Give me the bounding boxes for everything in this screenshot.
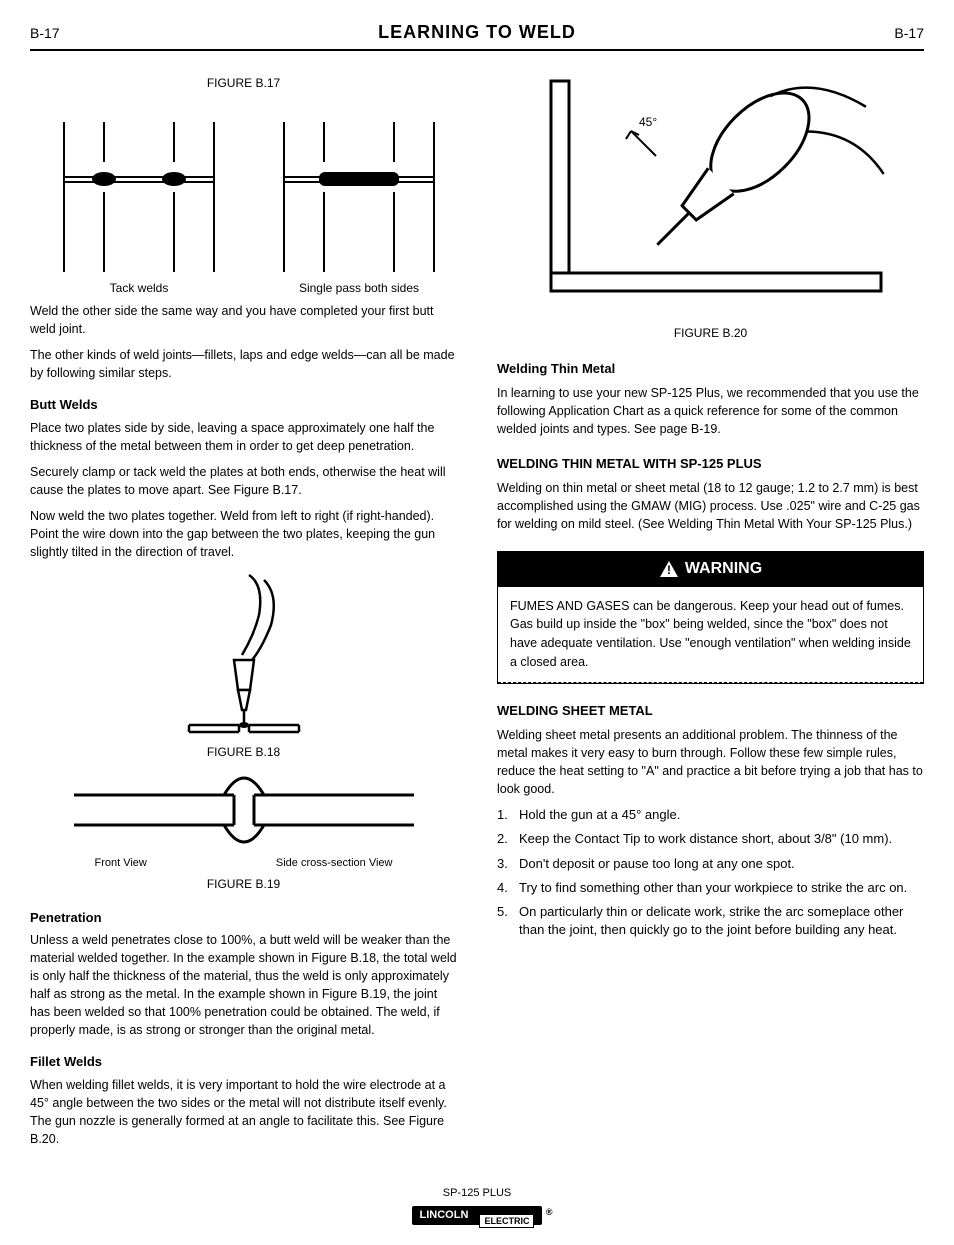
fig17-wrap: Tack welds Single pass both sides — [30, 102, 457, 302]
step-item: 2. Keep the Contact Tip to work distance… — [497, 830, 924, 848]
fig19-labels: Front View Side cross-section View — [30, 856, 457, 871]
step-text: Hold the gun at a 45° angle. — [519, 806, 924, 824]
warning-header: ! WARNING — [498, 552, 923, 586]
page-number-left: B-17 — [30, 24, 60, 44]
fig19-diagram — [54, 770, 434, 860]
fig19-wrap — [30, 770, 457, 860]
steps-list: 1. Hold the gun at a 45° angle. 2. Keep … — [497, 806, 924, 945]
p-other-joints: The other kinds of weld joints—fillets, … — [30, 346, 457, 382]
fig17-caption: FIGURE B.17 — [30, 75, 457, 92]
penetration-title: Penetration — [30, 909, 457, 927]
fig20-caption: FIGURE B.20 — [497, 325, 924, 342]
warning-box: ! WARNING FUMES AND GASES can be dangero… — [497, 551, 924, 683]
thin-metal-title: Welding Thin Metal — [497, 360, 924, 378]
warning-label: WARNING — [685, 558, 762, 580]
page-header: B-17 LEARNING TO WELD B-17 — [30, 20, 924, 51]
butt-p1: Place two plates side by side, leaving a… — [30, 419, 457, 455]
logo-bottom: ELECTRIC — [479, 1214, 534, 1229]
step-num: 3. — [497, 855, 519, 873]
page-footer: SP-125 PLUS LINCOLN ELECTRIC ® — [30, 1186, 924, 1225]
thin125-p: Welding on thin metal or sheet metal (18… — [497, 479, 924, 533]
fig19-side-label: Side cross-section View — [276, 856, 393, 871]
fillet-p: When welding fillet welds, it is very im… — [30, 1076, 457, 1149]
fig18-wrap — [30, 570, 457, 740]
step-text: Don't deposit or pause too long at any o… — [519, 855, 924, 873]
logo-top: LINCOLN — [420, 1209, 469, 1221]
thin-p1: In learning to use your new SP-125 Plus,… — [497, 384, 924, 438]
step-num: 1. — [497, 806, 519, 824]
fig18-diagram — [174, 570, 314, 740]
step-num: 5. — [497, 903, 519, 939]
step-num: 2. — [497, 830, 519, 848]
fig17-single-label: Single pass both sides — [298, 281, 418, 295]
lincoln-logo: LINCOLN ELECTRIC ® — [412, 1206, 543, 1225]
fig19-front-label: Front View — [95, 856, 147, 871]
p-weld-other-side: Weld the other side the same way and you… — [30, 302, 457, 338]
fig20-diagram: 45° — [521, 71, 901, 321]
fig17-diagram: Tack welds Single pass both sides — [34, 102, 454, 302]
step-text: Keep the Contact Tip to work distance sh… — [519, 830, 924, 848]
fig20-angle-label: 45° — [639, 115, 657, 129]
step-item: 1. Hold the gun at a 45° angle. — [497, 806, 924, 824]
fig18-caption: FIGURE B.18 — [30, 744, 457, 761]
warning-body: FUMES AND GASES can be dangerous. Keep y… — [498, 587, 923, 683]
thin125-title: WELDING THIN METAL WITH SP-125 PLUS — [497, 455, 924, 473]
warning-triangle-icon: ! — [659, 560, 679, 578]
sheet-metal-p: Welding sheet metal presents an addition… — [497, 726, 924, 799]
step-text: On particularly thin or delicate work, s… — [519, 903, 924, 939]
step-item: 5. On particularly thin or delicate work… — [497, 903, 924, 939]
step-text: Try to find something other than your wo… — [519, 879, 924, 897]
fig20-wrap: 45° — [497, 71, 924, 321]
left-column: FIGURE B.17 Tack welds — [30, 71, 457, 1156]
right-column: 45° FIGURE B.20 Welding Thin Metal In le… — [497, 71, 924, 1156]
content-columns: FIGURE B.17 Tack welds — [30, 71, 924, 1156]
page-number-right: B-17 — [894, 24, 924, 44]
fig19-caption: FIGURE B.19 — [30, 876, 457, 893]
penetration-p: Unless a weld penetrates close to 100%, … — [30, 931, 457, 1040]
butt-welds-title: Butt Welds — [30, 396, 457, 414]
step-item: 4. Try to find something other than your… — [497, 879, 924, 897]
fillet-title: Fillet Welds — [30, 1053, 457, 1071]
sheet-metal-title: WELDING SHEET METAL — [497, 702, 924, 720]
butt-p2: Securely clamp or tack weld the plates a… — [30, 463, 457, 499]
step-item: 3. Don't deposit or pause too long at an… — [497, 855, 924, 873]
butt-p3: Now weld the two plates together. Weld f… — [30, 507, 457, 561]
svg-text:!: ! — [667, 563, 671, 577]
page-title: LEARNING TO WELD — [378, 20, 576, 45]
fig17-tack-label: Tack welds — [109, 281, 168, 295]
step-num: 4. — [497, 879, 519, 897]
footer-model: SP-125 PLUS — [30, 1186, 924, 1201]
